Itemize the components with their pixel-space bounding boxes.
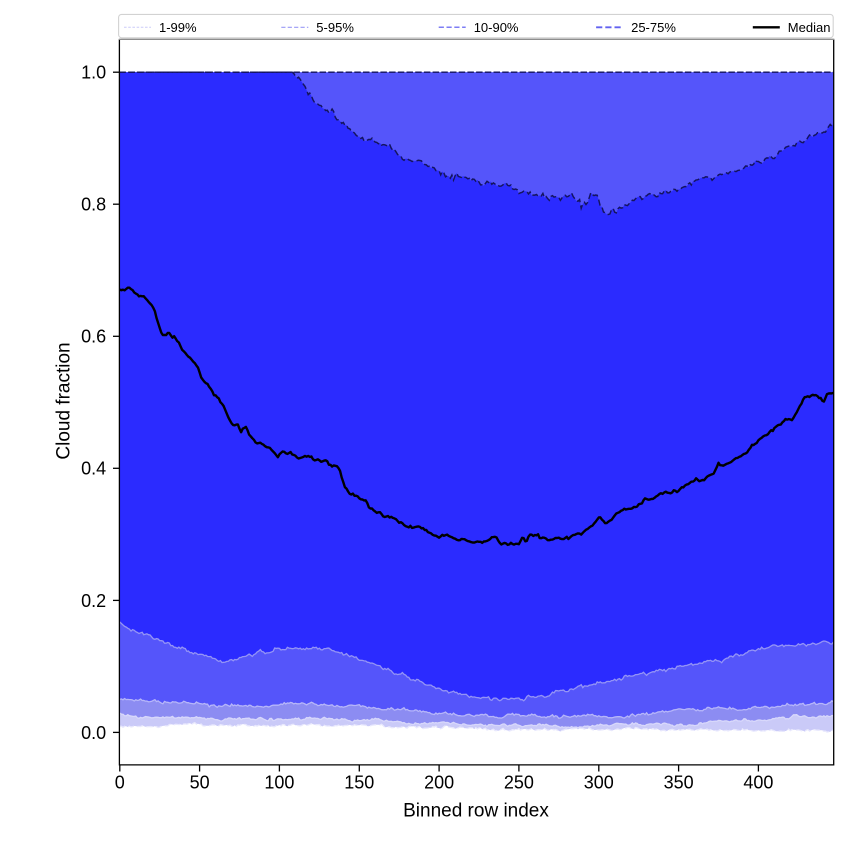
svg-text:0.8: 0.8 [81, 195, 106, 215]
svg-text:150: 150 [344, 773, 374, 793]
svg-text:0.0: 0.0 [81, 723, 106, 743]
svg-text:250: 250 [504, 773, 534, 793]
svg-text:400: 400 [743, 773, 773, 793]
svg-text:Binned row index: Binned row index [403, 801, 549, 822]
svg-text:Median: Median [788, 20, 831, 35]
svg-text:50: 50 [190, 773, 210, 793]
svg-text:100: 100 [264, 773, 294, 793]
svg-text:350: 350 [664, 773, 694, 793]
svg-text:0.4: 0.4 [81, 459, 106, 479]
svg-text:10-90%: 10-90% [474, 20, 519, 35]
svg-text:25-75%: 25-75% [631, 20, 676, 35]
svg-text:0: 0 [115, 773, 125, 793]
svg-text:300: 300 [584, 773, 614, 793]
svg-text:Cloud fraction: Cloud fraction [54, 342, 75, 459]
svg-text:1.0: 1.0 [81, 63, 106, 83]
svg-text:200: 200 [424, 773, 454, 793]
svg-text:5-95%: 5-95% [316, 20, 354, 35]
svg-text:0.2: 0.2 [81, 591, 106, 611]
svg-text:0.6: 0.6 [81, 327, 106, 347]
svg-text:1-99%: 1-99% [159, 20, 197, 35]
